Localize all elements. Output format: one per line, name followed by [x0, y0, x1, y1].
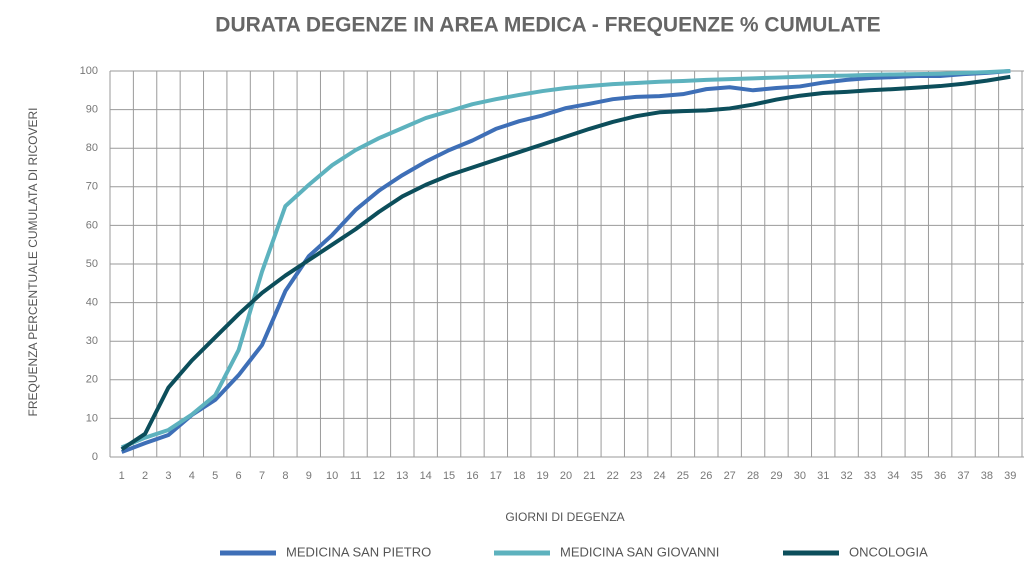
y-tick-label: 0 [92, 451, 98, 463]
series-line [120, 69, 1011, 450]
x-tick-label: 6 [236, 470, 242, 482]
x-tick-label: 14 [420, 470, 432, 482]
y-tick-label: 60 [86, 219, 98, 231]
x-tick-label: 19 [536, 470, 548, 482]
x-tick-label: 33 [864, 470, 876, 482]
x-tick-label: 30 [794, 470, 806, 482]
x-tick-label: 28 [747, 470, 759, 482]
x-tick-label: 25 [677, 470, 689, 482]
series-line [120, 74, 1011, 451]
y-tick-label: 20 [86, 374, 98, 386]
y-tick-label: 70 [86, 181, 98, 193]
x-tick-label: 24 [653, 470, 665, 482]
x-tick-label: 15 [443, 470, 455, 482]
x-tick-label: 11 [350, 470, 361, 482]
x-tick-label: 39 [1004, 470, 1016, 482]
x-tick-label: 17 [490, 470, 502, 482]
x-tick-label: 36 [934, 470, 946, 482]
chart-title: DURATA DEGENZE IN AREA MEDICA - FREQUENZ… [215, 14, 880, 37]
x-tick-label: 18 [513, 470, 525, 482]
x-tick-label: 2 [142, 470, 148, 482]
x-tick-label: 1 [119, 470, 125, 482]
x-tick-label: 12 [373, 470, 385, 482]
x-tick-label: 16 [466, 470, 478, 482]
legend-label: MEDICINA SAN PIETRO [286, 544, 431, 559]
x-tick-label: 10 [326, 470, 338, 482]
x-tick-label: 4 [189, 470, 195, 482]
x-tick-label: 31 [817, 470, 829, 482]
x-tick-label: 20 [560, 470, 572, 482]
x-tick-label: 3 [165, 470, 171, 482]
x-tick-label: 26 [700, 470, 712, 482]
x-tick-label: 27 [724, 470, 736, 482]
x-tick-label: 34 [887, 470, 899, 482]
x-tick-label: 5 [212, 470, 218, 482]
x-tick-label: 13 [396, 470, 408, 482]
legend-label: ONCOLOGIA [849, 544, 928, 559]
series-line [120, 69, 1011, 454]
x-tick-label: 38 [981, 470, 993, 482]
legend-label: MEDICINA SAN GIOVANNI [560, 544, 719, 559]
y-tick-label: 40 [86, 297, 98, 309]
x-axis-label: GIORNI DI DEGENZA [505, 510, 624, 524]
x-tick-label: 32 [840, 470, 852, 482]
x-tick-label: 37 [957, 470, 969, 482]
x-tick-label: 22 [607, 470, 619, 482]
y-tick-label: 90 [86, 104, 98, 116]
y-tick-label: 100 [80, 65, 98, 77]
y-axis-label: FREQUENZA PERCENTUALE CUMULATA DI RICOVE… [26, 108, 40, 417]
y-tick-label: 50 [86, 258, 98, 270]
x-tick-label: 23 [630, 470, 642, 482]
x-tick-label: 8 [282, 470, 288, 482]
x-tick-label: 9 [306, 470, 312, 482]
y-tick-label: 30 [86, 335, 98, 347]
x-tick-label: 21 [583, 470, 595, 482]
x-tick-label: 29 [770, 470, 782, 482]
x-tick-label: 7 [259, 470, 265, 482]
y-tick-label: 80 [86, 142, 98, 154]
x-tick-label: 35 [911, 470, 923, 482]
y-tick-label: 10 [86, 412, 98, 424]
